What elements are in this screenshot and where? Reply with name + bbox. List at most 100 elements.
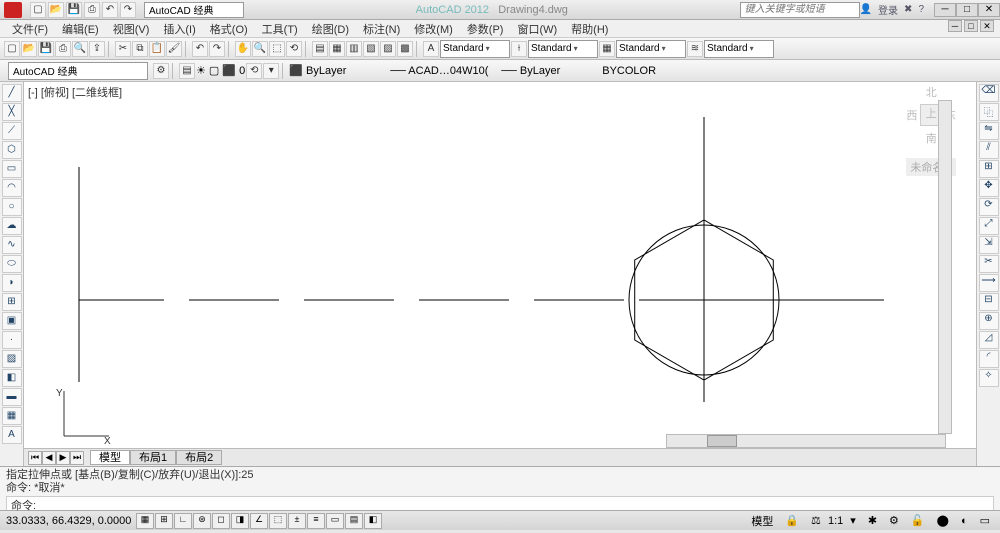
qp-toggle[interactable]: ▤ [345, 513, 363, 529]
tab-model[interactable]: 模型 [90, 450, 130, 465]
3dosnap-toggle[interactable]: ◨ [231, 513, 249, 529]
mirror-tool[interactable]: ⇋ [979, 122, 999, 140]
menu-tools[interactable]: 工具(T) [256, 21, 304, 37]
fillet-tool[interactable]: ◜ [979, 350, 999, 368]
menu-insert[interactable]: 插入(I) [157, 21, 201, 37]
gradient-tool[interactable]: ◧ [2, 369, 22, 387]
circle-tool[interactable]: ○ [2, 198, 22, 216]
open-icon[interactable]: 📂 [48, 2, 64, 18]
tab-layout1[interactable]: 布局1 [130, 450, 176, 465]
model-space[interactable]: 模型 [747, 513, 777, 529]
color-select[interactable]: ⬛ ByLayer [289, 64, 389, 77]
sc-toggle[interactable]: ◧ [364, 513, 382, 529]
tp-icon[interactable]: ▥ [346, 41, 362, 57]
toolbar-lock-icon[interactable]: 🔓 [907, 514, 929, 527]
pan-icon[interactable]: ✋ [235, 41, 251, 57]
maximize-button[interactable]: □ [956, 3, 978, 17]
rotate-tool[interactable]: ⟳ [979, 198, 999, 216]
ws-switch-icon[interactable]: ⚙ [885, 514, 903, 527]
paste-icon[interactable]: 📋 [149, 41, 165, 57]
workspace-selector[interactable] [144, 2, 244, 18]
layer-state-icon[interactable]: ▾ [263, 63, 279, 79]
scale-tool[interactable]: ⤢ [979, 217, 999, 235]
search-input[interactable] [740, 2, 860, 18]
otrack-toggle[interactable]: ∠ [250, 513, 268, 529]
child-close[interactable]: ✕ [980, 20, 994, 32]
polygon-tool[interactable]: ⬡ [2, 141, 22, 159]
redo-icon[interactable]: ↷ [209, 41, 225, 57]
plotstyle-select[interactable]: BYCOLOR [602, 65, 682, 77]
stretch-tool[interactable]: ⇲ [979, 236, 999, 254]
ltype-select[interactable]: ── ACAD…04W10( [390, 65, 500, 77]
array-tool[interactable]: ⊞ [979, 160, 999, 178]
lwt-toggle[interactable]: ≡ [307, 513, 325, 529]
print-icon[interactable]: ⎙ [84, 2, 100, 18]
undo-icon[interactable]: ↶ [102, 2, 118, 18]
lock-icon[interactable]: 🔒 [781, 514, 803, 527]
dimstyle-select[interactable]: Standard [528, 40, 598, 58]
mark-icon[interactable]: ▨ [380, 41, 396, 57]
tab-prev[interactable]: ◀ [42, 451, 56, 465]
layer-select[interactable]: ☀ ▢ ⬛ 0 [196, 64, 245, 77]
print-icon[interactable]: ⎙ [55, 41, 71, 57]
menu-edit[interactable]: 编辑(E) [56, 21, 105, 37]
spline-tool[interactable]: ∿ [2, 236, 22, 254]
line-tool[interactable]: ╱ [2, 84, 22, 102]
minimize-button[interactable]: ─ [934, 3, 956, 17]
calc-icon[interactable]: ▩ [397, 41, 413, 57]
signin-icon[interactable]: 👤 [860, 4, 872, 15]
tab-last[interactable]: ⏭ [70, 451, 84, 465]
ellarc-tool[interactable]: ◗ [2, 274, 22, 292]
layer-prev-icon[interactable]: ⟲ [246, 63, 262, 79]
isolate-icon[interactable]: ◐ [957, 515, 972, 527]
revcloud-tool[interactable]: ☁ [2, 217, 22, 235]
rect-tool[interactable]: ▭ [2, 160, 22, 178]
ducs-toggle[interactable]: ⬚ [269, 513, 287, 529]
ortho-toggle[interactable]: ∟ [174, 513, 192, 529]
undo-icon[interactable]: ↶ [192, 41, 208, 57]
move-tool[interactable]: ✥ [979, 179, 999, 197]
offset-tool[interactable]: ⫽ [979, 141, 999, 159]
ssm-icon[interactable]: ▧ [363, 41, 379, 57]
tab-first[interactable]: ⏮ [28, 451, 42, 465]
menu-param[interactable]: 参数(P) [461, 21, 510, 37]
zoomwin-icon[interactable]: ⬚ [269, 41, 285, 57]
menu-draw[interactable]: 绘图(D) [306, 21, 355, 37]
preview-icon[interactable]: 🔍 [72, 41, 88, 57]
block-tool[interactable]: ▣ [2, 312, 22, 330]
child-max[interactable]: □ [964, 20, 978, 32]
copy-tool[interactable]: ⿻ [979, 103, 999, 121]
redo-icon[interactable]: ↷ [120, 2, 136, 18]
menu-window[interactable]: 窗口(W) [511, 21, 563, 37]
publish-icon[interactable]: ⇪ [89, 41, 105, 57]
osnap-toggle[interactable]: ◻ [212, 513, 230, 529]
textstyle-select[interactable]: Standard [440, 40, 510, 58]
close-button[interactable]: ✕ [978, 3, 1000, 17]
scroll-vertical[interactable] [938, 100, 952, 434]
anno-scale[interactable]: ⚖ 1:1 ▾ [807, 514, 860, 527]
tpy-toggle[interactable]: ▭ [326, 513, 344, 529]
signin-label[interactable]: 登录 [878, 2, 898, 17]
menu-help[interactable]: 帮助(H) [565, 21, 614, 37]
tab-next[interactable]: ▶ [56, 451, 70, 465]
region-tool[interactable]: ▬ [2, 388, 22, 406]
layer-props-icon[interactable]: ▤ [179, 63, 195, 79]
zoom-icon[interactable]: 🔍 [252, 41, 268, 57]
workspace-combo[interactable]: AutoCAD 经典 [8, 62, 148, 80]
ml-icon[interactable]: ≋ [687, 41, 703, 57]
tbl-icon[interactable]: ▦ [599, 41, 615, 57]
save-icon[interactable]: 💾 [66, 2, 82, 18]
cut-icon[interactable]: ✂ [115, 41, 131, 57]
mtext-tool[interactable]: A [2, 426, 22, 444]
lweight-select[interactable]: ── ByLayer [501, 65, 601, 77]
arc-tool[interactable]: ◠ [2, 179, 22, 197]
ts-icon[interactable]: A [423, 41, 439, 57]
hardware-icon[interactable]: ⬤ [933, 514, 953, 527]
anno-vis-icon[interactable]: ✱ [864, 514, 881, 527]
dc-icon[interactable]: ▦ [329, 41, 345, 57]
coords-display[interactable]: 33.0333, 66.4329, 0.0000 [6, 515, 136, 527]
child-min[interactable]: ─ [948, 20, 962, 32]
pline-tool[interactable]: ⟋ [2, 122, 22, 140]
snap-toggle[interactable]: ▦ [136, 513, 154, 529]
new-icon[interactable]: ▢ [4, 41, 20, 57]
